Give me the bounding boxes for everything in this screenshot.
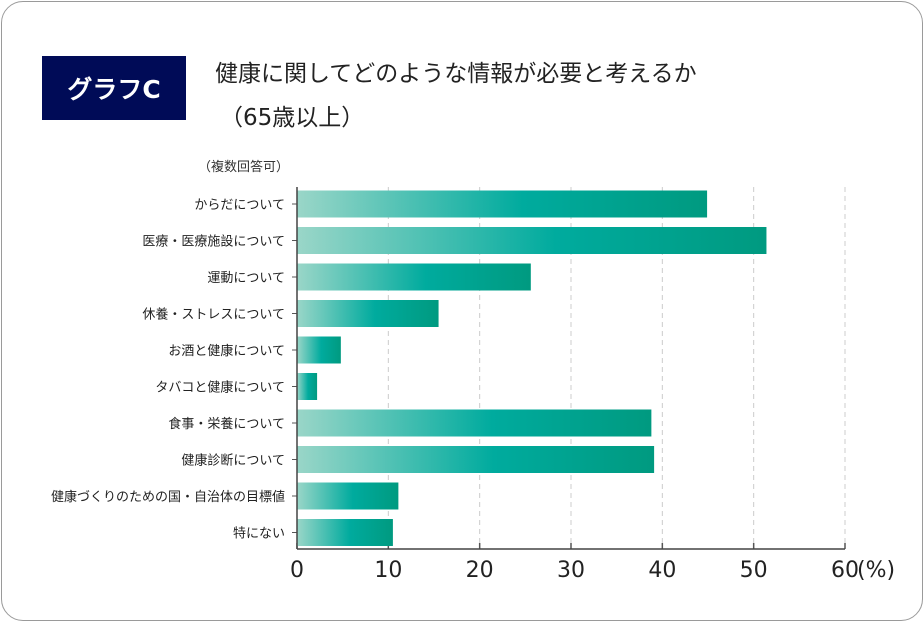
bar <box>297 446 655 473</box>
category-label: 休養・ストレスについて <box>142 307 285 323</box>
x-tick-label: 50 <box>740 558 768 583</box>
x-unit-label: (%) <box>857 558 895 583</box>
category-label: 食事・栄養について <box>168 416 285 432</box>
category-label: からだについて <box>194 198 285 213</box>
bar <box>297 263 531 291</box>
bar <box>297 373 318 400</box>
x-tick-label: 30 <box>557 558 585 583</box>
bar <box>297 190 708 218</box>
category-label: お酒と健康について <box>168 343 285 359</box>
category-label: 健康診断について <box>181 453 285 469</box>
category-label: 健康づくりのための国・自治体の目標値 <box>51 489 285 505</box>
x-tick-label: 10 <box>374 558 402 583</box>
chart-subtitle: （65歳以上） <box>220 105 365 131</box>
bar <box>297 227 767 254</box>
category-label: 医療・医療施設について <box>142 234 285 250</box>
category-label: 運動について <box>207 271 285 286</box>
bar <box>297 300 439 327</box>
bar <box>297 409 652 437</box>
x-tick-label: 40 <box>648 558 676 583</box>
bar <box>297 519 393 546</box>
category-label: 特にない <box>233 527 285 542</box>
x-tick-label: 20 <box>466 558 494 583</box>
graph-badge: グラフC <box>42 56 186 120</box>
category-label: タバコと健康について <box>155 380 285 396</box>
x-tick-label: 60 <box>831 558 859 583</box>
bar <box>297 336 341 364</box>
chart-note: （複数回答可） <box>198 160 290 175</box>
x-tick-label: 0 <box>290 558 304 583</box>
chart-title: 健康に関してどのような情報が必要と考えるか <box>215 61 697 87</box>
bar <box>297 482 399 510</box>
